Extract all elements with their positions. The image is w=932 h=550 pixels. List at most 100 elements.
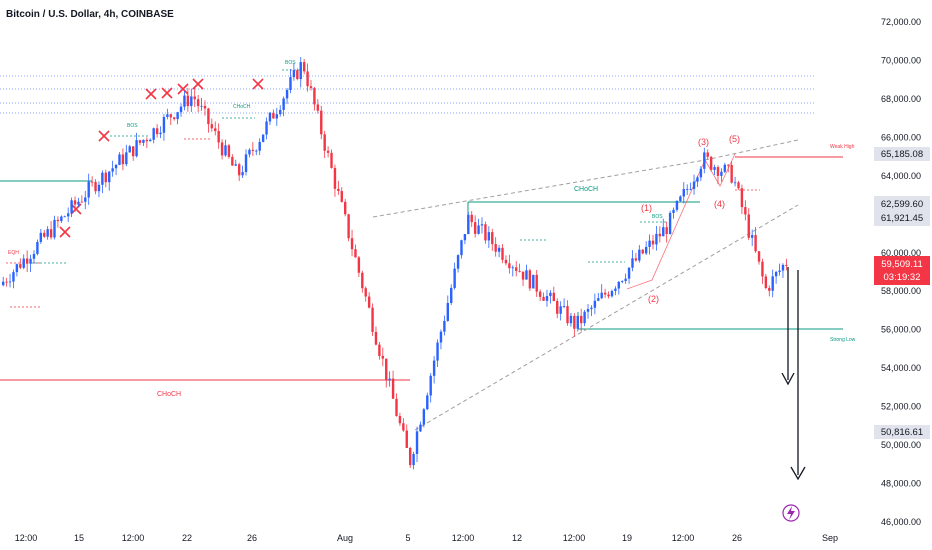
candle-body (337, 188, 340, 192)
candle-body (621, 280, 624, 282)
tag-65185: 65,185.08 (881, 149, 923, 160)
candle-body (686, 188, 689, 190)
candle-body (764, 276, 768, 288)
tag-current-price: 59,509.11 (881, 259, 923, 270)
candle-body (559, 306, 562, 314)
candle-body (135, 140, 138, 157)
candle-body (727, 164, 730, 166)
candle-body (508, 263, 511, 269)
x-marker (192, 78, 204, 90)
candle-body (665, 227, 668, 235)
candle-body (155, 128, 159, 135)
candle-body (125, 152, 128, 165)
wave-1: (1) (641, 203, 652, 213)
price-tick-label: 60,000.00 (881, 248, 921, 258)
candle-body (261, 134, 265, 142)
candle-body (371, 307, 374, 332)
candle-body (453, 268, 456, 288)
time-tick-label: 12:00 (452, 533, 475, 543)
lightning-icon[interactable] (782, 504, 800, 522)
candle-body (446, 302, 449, 321)
candle-body (549, 292, 552, 297)
candle-body (408, 447, 412, 466)
candle-body (344, 201, 347, 215)
candle-body (703, 152, 706, 169)
candle-body (210, 124, 214, 129)
candle-body (80, 201, 84, 203)
candle-body (138, 140, 142, 143)
candle-body (542, 296, 545, 301)
candle-body (203, 105, 207, 109)
candle-body (357, 257, 361, 273)
candle-body (672, 209, 675, 214)
candle-body (504, 259, 508, 264)
candle-body (272, 112, 275, 119)
candle-body (638, 249, 641, 261)
candle-body (699, 168, 703, 178)
candle-body (285, 89, 289, 99)
candle-body (101, 172, 104, 185)
candle-body (754, 235, 757, 252)
price-tick-label: 72,000.00 (881, 17, 921, 27)
candle-body (720, 171, 723, 176)
candle-body (692, 181, 696, 189)
candle-body (436, 342, 439, 361)
candle-body (364, 288, 367, 297)
candle-body (781, 264, 785, 271)
candle-body (583, 311, 586, 324)
bos-label-left: BOS (127, 123, 138, 129)
time-tick-label: 12 (512, 533, 522, 543)
candle-body (237, 164, 241, 176)
candle-body (5, 281, 8, 283)
candle-body (241, 172, 244, 176)
candle-body (624, 278, 627, 281)
tag-62599: 62,599.60 (881, 199, 923, 210)
candle-body (36, 241, 39, 254)
candle-body (501, 247, 504, 260)
price-tick-label: 46,000.00 (881, 517, 921, 527)
candle-body (8, 281, 12, 283)
wave-3: (3) (698, 137, 709, 147)
candle-body (46, 229, 49, 237)
candle-body (340, 191, 343, 202)
candle-body (733, 182, 737, 184)
price-tick-label: 52,000.00 (881, 402, 921, 412)
time-axis[interactable]: 12:00 15 12:00 22 26 Aug 5 12:00 12 12:00 19 12:00 2… (15, 533, 838, 543)
candle-body (84, 197, 87, 202)
candle-body (111, 168, 114, 172)
candle-body (426, 395, 429, 410)
candle-body (576, 315, 579, 329)
structure-dashes (6, 69, 760, 308)
candle-body (166, 114, 169, 118)
candle-body (470, 214, 473, 223)
candle-body (302, 62, 306, 72)
candle-body (330, 152, 333, 168)
time-tick-label: 22 (182, 533, 192, 543)
candle-body (347, 214, 350, 239)
weak-high-label: Weak High (830, 144, 855, 150)
candle-body (43, 232, 46, 237)
candle-body (90, 181, 94, 183)
candle-body (162, 117, 166, 133)
candle-body (750, 235, 754, 238)
candle-body (460, 240, 463, 256)
candle-body (491, 232, 494, 245)
candle-body (395, 398, 398, 417)
candle-body (450, 287, 453, 303)
candle-body (350, 238, 354, 250)
candle-body (32, 253, 36, 259)
candle-body (217, 131, 220, 143)
candle-body (2, 281, 5, 286)
candle-body (282, 98, 285, 110)
candle-body (214, 128, 217, 132)
candle-body (545, 296, 549, 301)
chart-title: Bitcoin / U.S. Dollar, 4h, COINBASE (6, 9, 174, 20)
candle-body (709, 156, 713, 170)
candle-body (740, 188, 744, 208)
candle-body (607, 294, 610, 297)
candle-body (159, 132, 162, 135)
price-tick-label: 66,000.00 (881, 132, 921, 142)
x-marker (98, 130, 110, 142)
candle-body (730, 165, 733, 183)
